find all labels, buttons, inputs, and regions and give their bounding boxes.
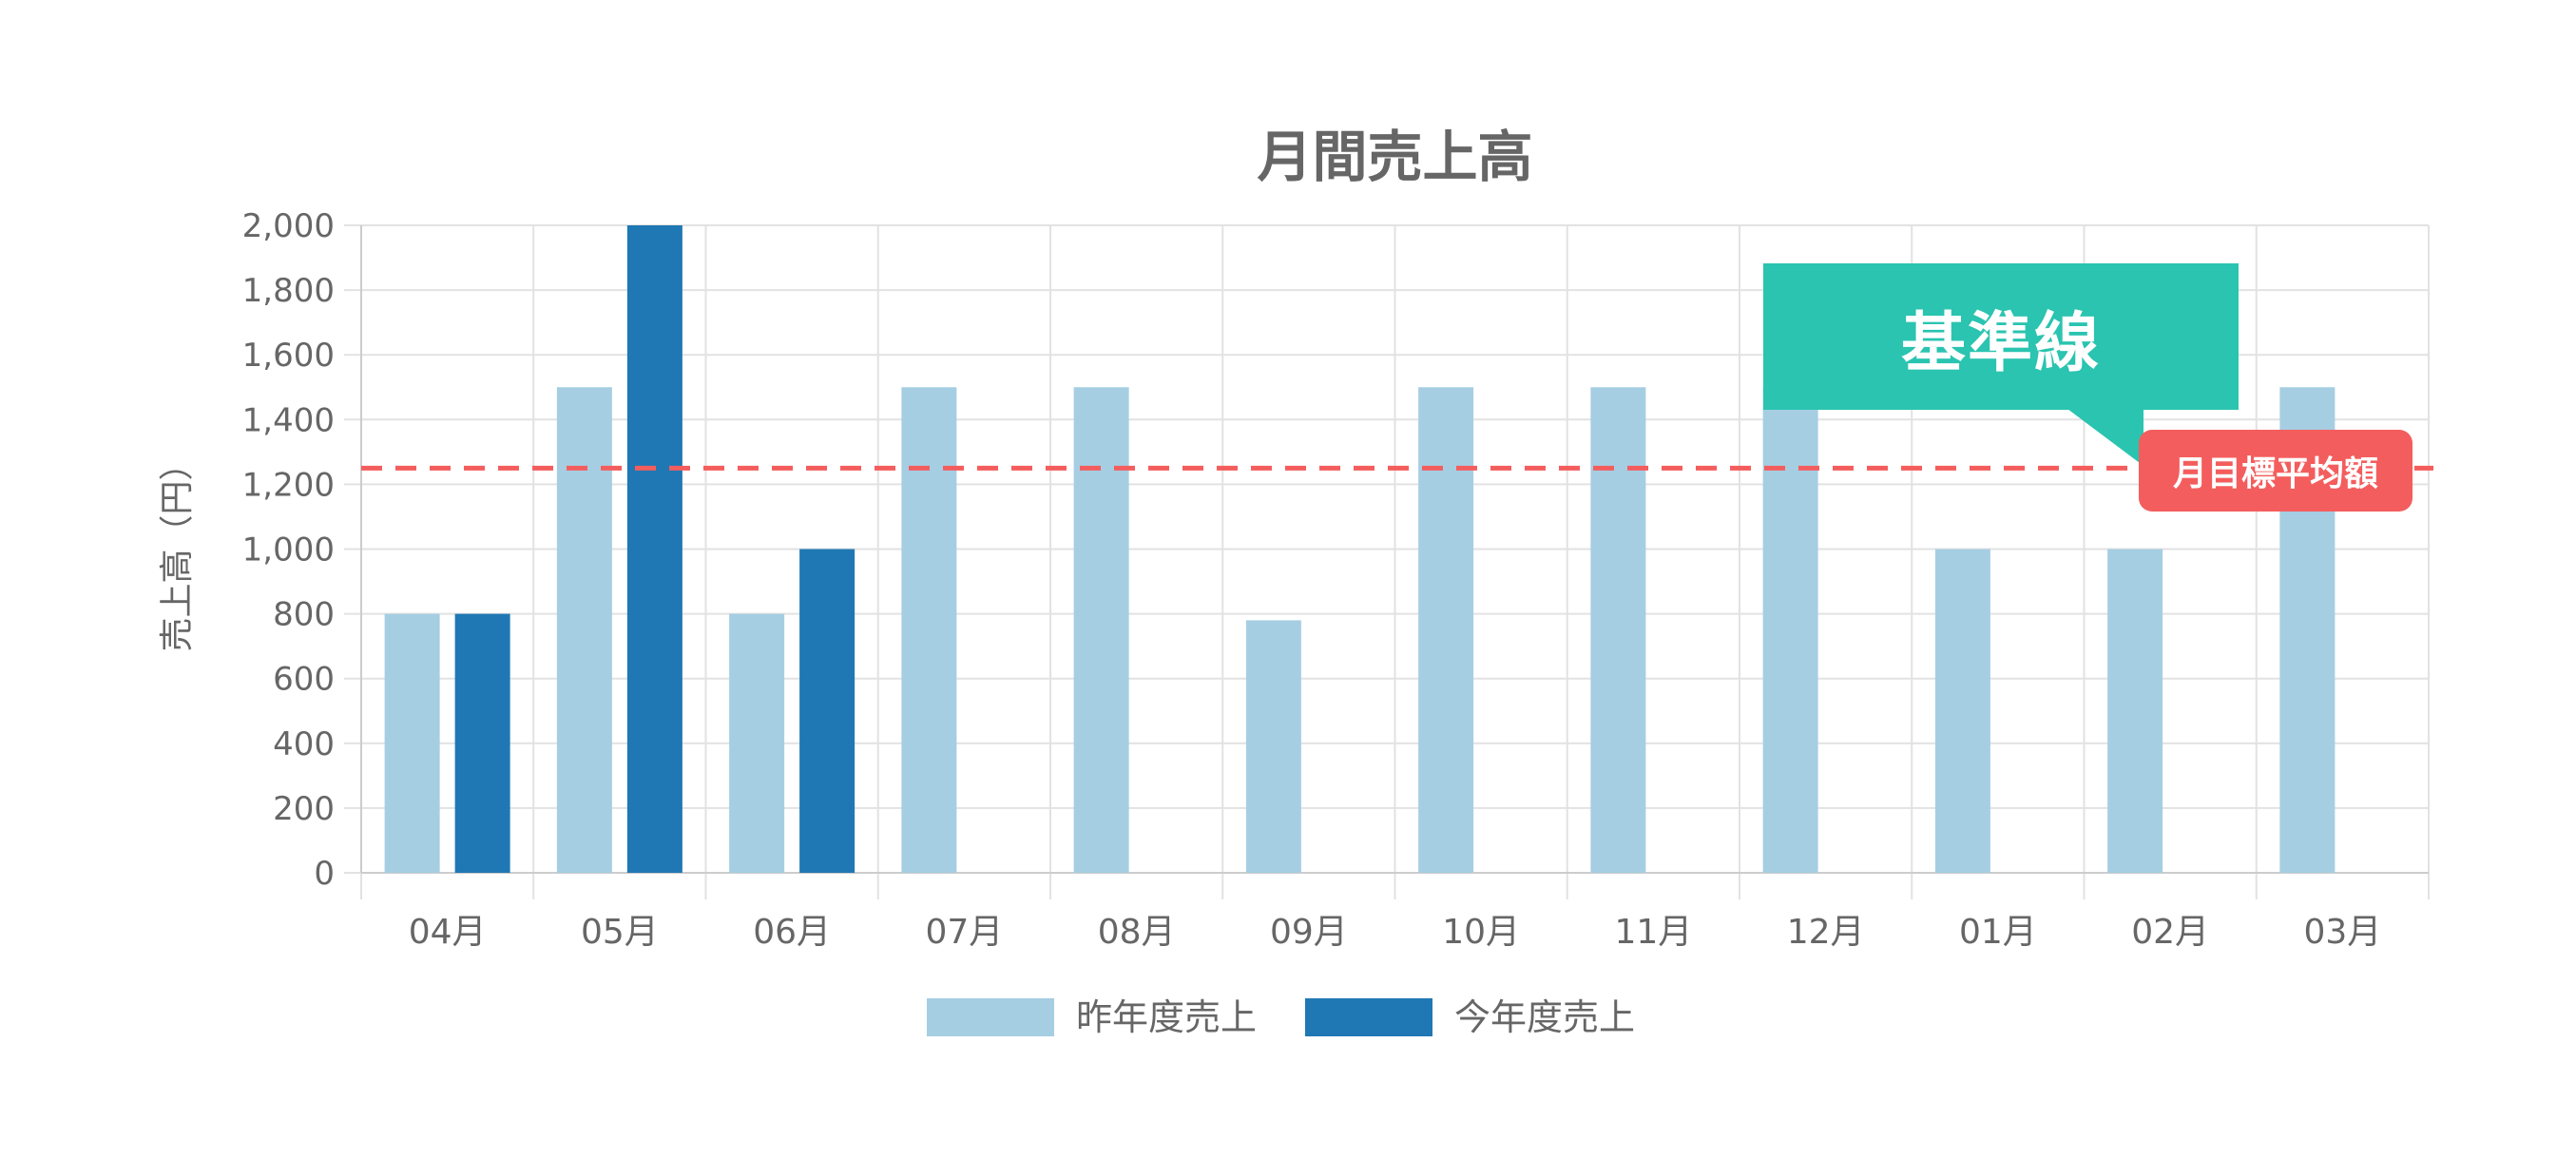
bar-last-year — [1418, 387, 1474, 873]
x-tick-label: 05月 — [581, 913, 659, 952]
y-tick-label: 1,600 — [242, 337, 335, 375]
x-tick-label: 06月 — [753, 913, 831, 952]
x-tick-label: 02月 — [2131, 913, 2209, 952]
y-tick-label: 0 — [314, 855, 335, 893]
bar-last-year — [901, 387, 957, 873]
x-tick-label: 07月 — [925, 913, 1003, 952]
y-tick-label: 1,200 — [242, 466, 335, 504]
baseline-callout: 基準線 — [1763, 263, 2239, 410]
legend-swatch — [927, 998, 1054, 1036]
bar-last-year — [1245, 620, 1301, 873]
x-tick-label: 01月 — [1959, 913, 2037, 952]
bar-last-year — [1934, 549, 1990, 873]
y-tick-label: 600 — [273, 661, 335, 699]
legend-swatch — [1305, 998, 1432, 1036]
y-axis-title: 売上高（円） — [158, 446, 197, 651]
bar-this-year — [799, 549, 855, 873]
bar-last-year — [2107, 549, 2163, 873]
y-tick-label: 400 — [273, 725, 335, 763]
y-tick-label: 1,800 — [242, 272, 335, 310]
bar-last-year — [1073, 387, 1129, 873]
x-tick-label: 04月 — [409, 913, 487, 952]
bar-this-year — [454, 613, 510, 873]
chart-title: 月間売上高 — [1257, 125, 1532, 189]
legend-label: 今年度売上 — [1454, 996, 1635, 1038]
y-tick-label: 2,000 — [242, 207, 335, 245]
x-tick-label: 11月 — [1614, 913, 1692, 952]
target-line-label: 月目標平均額 — [2139, 430, 2413, 512]
bar-last-year — [1590, 387, 1646, 873]
bar-last-year — [1762, 387, 1818, 873]
x-tick-label: 03月 — [2303, 913, 2381, 952]
y-tick-label: 1,000 — [242, 531, 335, 570]
bar-last-year — [556, 387, 612, 873]
bar-last-year — [729, 613, 785, 873]
baseline-callout-tail — [2067, 409, 2143, 466]
y-tick-label: 800 — [273, 596, 335, 634]
x-tick-label: 12月 — [1787, 913, 1865, 952]
y-tick-label: 1,400 — [242, 401, 335, 439]
x-tick-label: 09月 — [1270, 913, 1348, 952]
legend-label: 昨年度売上 — [1076, 996, 1257, 1038]
y-tick-label: 200 — [273, 790, 335, 828]
bar-last-year — [384, 613, 440, 873]
x-tick-label: 10月 — [1442, 913, 1520, 952]
bar-this-year — [626, 225, 682, 873]
x-tick-label: 08月 — [1098, 913, 1176, 952]
